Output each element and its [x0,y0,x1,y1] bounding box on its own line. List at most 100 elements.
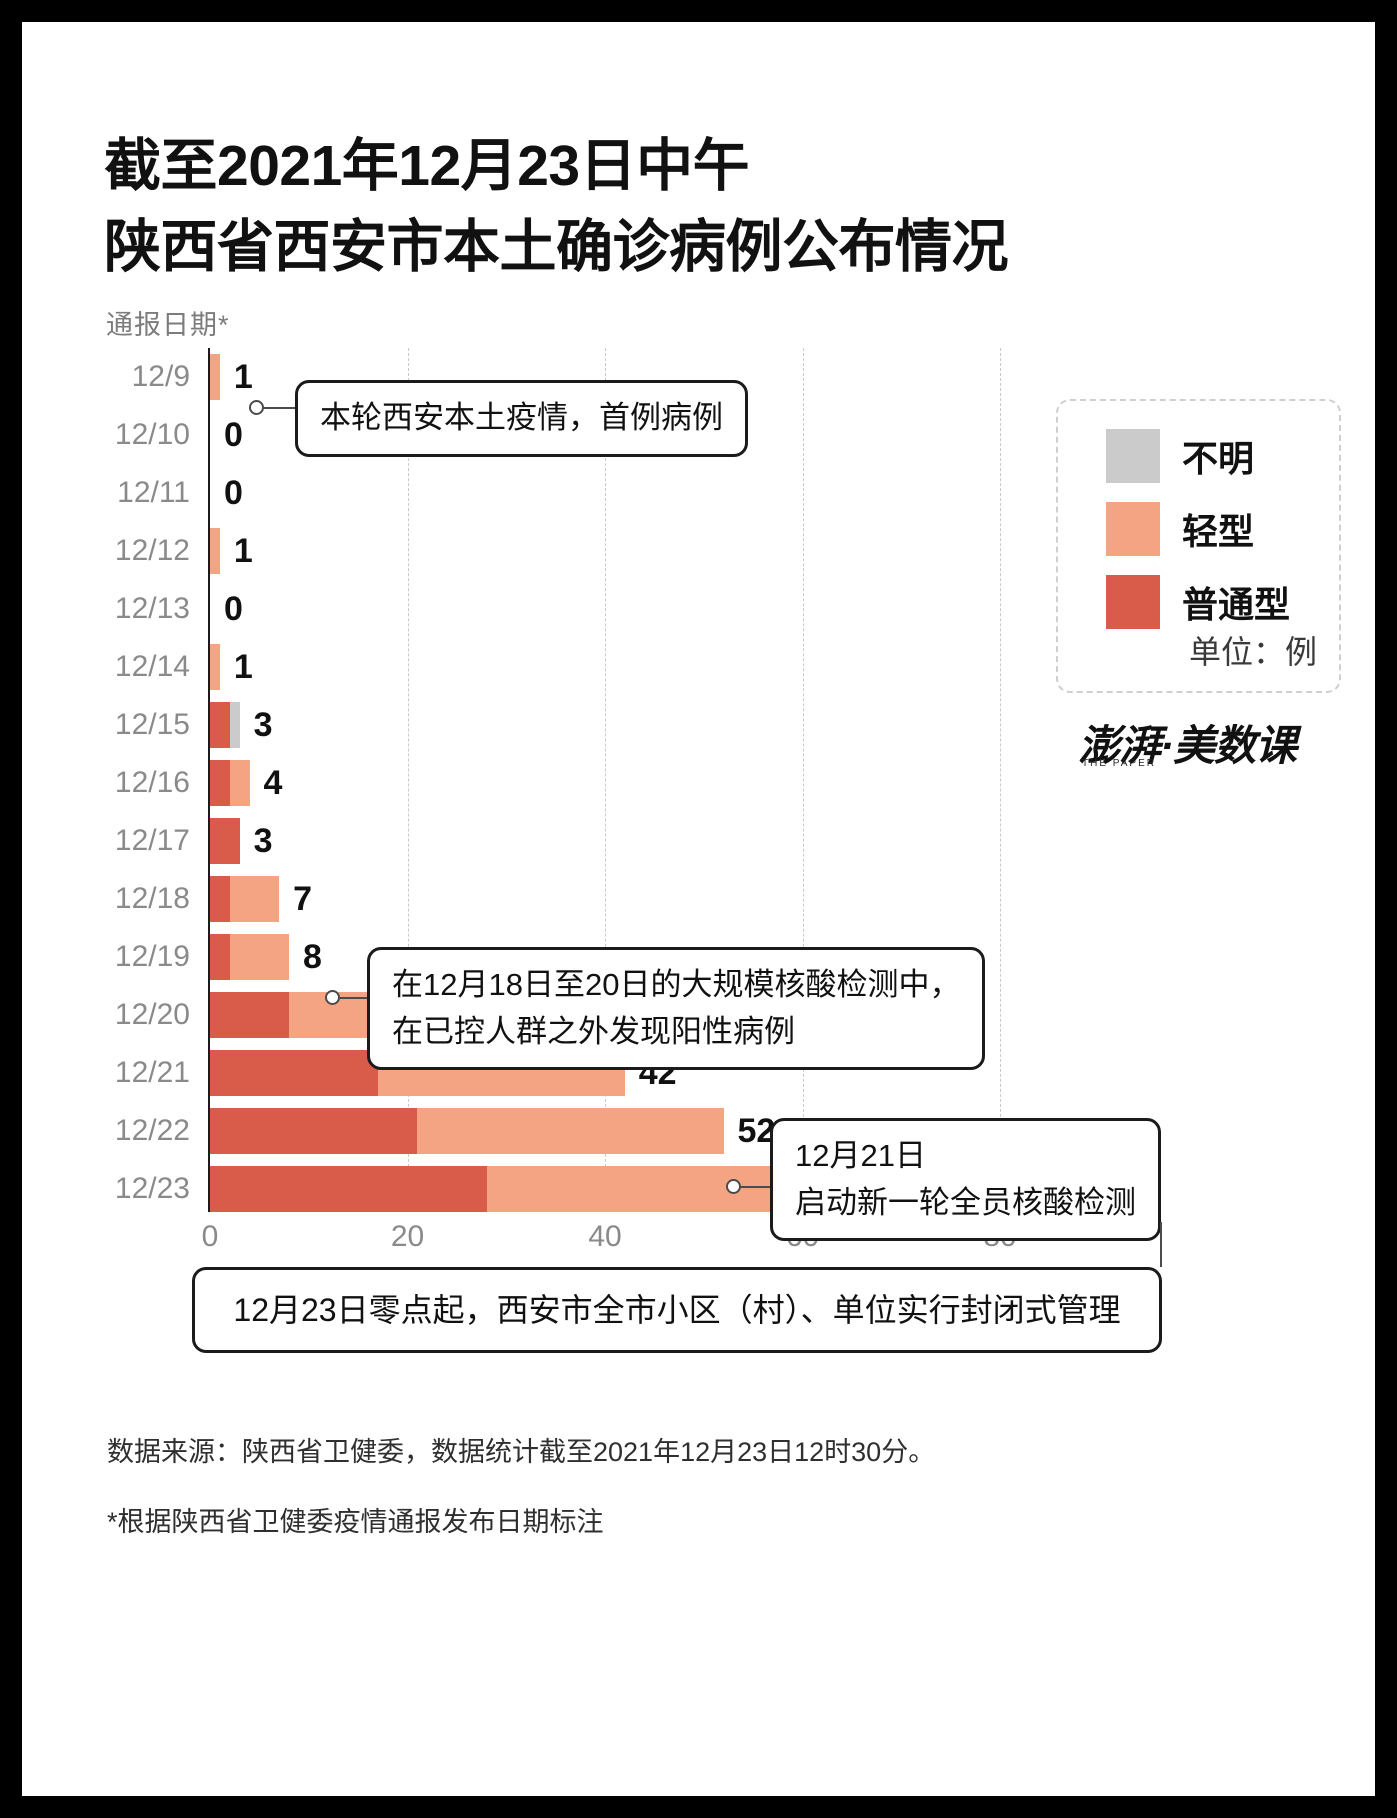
bar-total-label: 1 [233,358,253,396]
callout-new-round: 12月21日 启动新一轮全员核酸检测 [770,1118,1161,1241]
infographic-card: 截至2021年12月23日中午 陕西省西安市本土确诊病例公布情况 通报日期* 0… [22,22,1375,1796]
row-date-label: 12/18 [114,882,190,915]
bar-total-label: 1 [233,532,253,570]
row-date-label: 12/16 [114,766,190,799]
gridline-20 [407,348,409,1212]
row-date-label: 12/19 [114,940,190,973]
bar-total-label: 8 [303,938,322,976]
stacked-bar [210,818,240,864]
callout-dot-first-case [249,400,264,415]
bar-row: 12/2384 [22,1160,1375,1218]
bar-row: 12/14 1 [22,638,1375,696]
y-axis-line [208,348,210,1212]
bar-segment [210,934,230,980]
footnote-note: *根据陕西省卫健委疫情通报发布日期标注 [107,1507,604,1537]
callout-new-round-line-1: 12月21日 [795,1138,926,1173]
bar-row: 12/9 1 [22,348,1375,406]
bar-segment [210,818,240,864]
callout-dot-mass-testing [325,990,340,1005]
gridline-80 [1000,348,1001,1212]
row-date-label: 12/21 [114,1056,190,1089]
stacked-bar [210,934,289,980]
bar-total-label: 3 [253,706,273,744]
bar-segment [210,354,220,400]
legend-label: 不明 [1182,438,1255,479]
bar-segment [229,876,280,922]
callout-connector-first-case [263,407,295,409]
callout-new-round-line-2: 启动新一轮全员核酸检测 [795,1184,1136,1220]
bar-segment [210,644,220,690]
title-line-1: 截至2021年12月23日中午 [104,134,750,198]
legend-item: 不明 [1106,429,1254,483]
bar-total-label: 0 [224,474,243,512]
bar-row: 12/10 0 [22,406,1375,464]
gridline-60 [802,348,804,1212]
legend-item: 普通型 [1106,575,1290,629]
bar-segment [210,528,220,574]
bar-segment [210,876,230,922]
bar-segment [229,934,289,980]
stacked-bar [210,644,220,690]
row-date-label: 12/10 [114,418,190,451]
brand-logo: 澎湃·美数课 [1078,722,1297,769]
x-tick-label: 0 [201,1220,219,1253]
row-date-label: 12/12 [114,534,190,567]
bar-row: 12/17 3 [22,812,1375,870]
bar-row: 12/11 0 [22,464,1375,522]
callout-mass-testing-line-1: 在12月18日至20日的大规模核酸检测中， [392,967,961,1002]
stacked-bar [210,528,220,574]
callout-connector-mass-testing [339,997,367,999]
bar-total-label: 3 [253,822,273,860]
callout-mass-testing-line-2: 在已控人群之外发现阳性病例 [392,1013,795,1049]
legend-swatch [1106,502,1160,556]
callout-lockdown: 12月23日零点起，西安市全市小区（村）、单位实行封闭式管理 [192,1267,1162,1353]
bar-total-label: 52 [737,1112,776,1150]
row-date-label: 12/11 [117,476,190,509]
bar-row: 12/19 8 [22,928,1375,986]
bar-segment [210,702,230,748]
title-line-2: 陕西省西安市本土确诊病例公布情况 [104,214,1009,279]
bar-segment [210,1108,418,1154]
row-date-label: 12/15 [114,708,190,741]
bar-row: 12/12 1 [22,522,1375,580]
bar-total-label: 7 [293,880,313,918]
row-date-label: 12/22 [114,1114,190,1147]
stacked-bar [210,354,220,400]
bar-total-label: 0 [224,416,243,454]
row-date-label: 12/23 [114,1172,190,1205]
bar-segment [210,760,230,806]
stacked-bar [210,702,240,748]
bar-total-label: 1 [233,648,253,686]
bar-segment [210,1050,378,1096]
bar-segment [229,760,250,806]
gridline-40 [605,348,606,1212]
callout-mass-testing: 在12月18日至20日的大规模核酸检测中， 在已控人群之外发现阳性病例 [367,947,986,1070]
y-axis-caption: 通报日期* [106,310,230,340]
bar-total-label: 0 [224,590,243,628]
stacked-bar [210,760,250,806]
legend-item: 轻型 [1106,502,1254,556]
callout-first-case: 本轮西安本土疫情，首例病例 [295,380,748,457]
legend-unit: 单位：例 [1188,634,1317,670]
callout-connector-lockdown [1160,1222,1162,1267]
legend-swatch [1106,429,1160,483]
bar-row: 12/18 7 [22,870,1375,928]
footnote-source: 数据来源：陕西省卫健委，数据统计截至2021年12月23日12时30分。 [107,1437,936,1467]
bar-segment [417,1108,724,1154]
bar-segment [210,992,289,1038]
x-tick-label: 40 [588,1220,622,1253]
row-date-label: 12/17 [114,824,190,857]
callout-connector-new-round [740,1186,770,1188]
stacked-bar [210,876,280,922]
brand-sublabel: THE PAPER [1082,758,1156,769]
page-title: 截至2021年12月23日中午 陕西省西安市本土确诊病例公布情况 [104,126,1224,288]
row-date-label: 12/9 [131,360,190,393]
bar-row: 12/13 0 [22,580,1375,638]
stacked-bar [210,1108,724,1154]
row-date-label: 12/20 [114,998,190,1031]
bar-total-label: 4 [263,764,283,802]
row-date-label: 12/14 [114,650,190,683]
bar-row: 12/15 3 [22,696,1375,754]
legend-label: 轻型 [1182,511,1255,552]
bar-row: 12/16 4 [22,754,1375,812]
